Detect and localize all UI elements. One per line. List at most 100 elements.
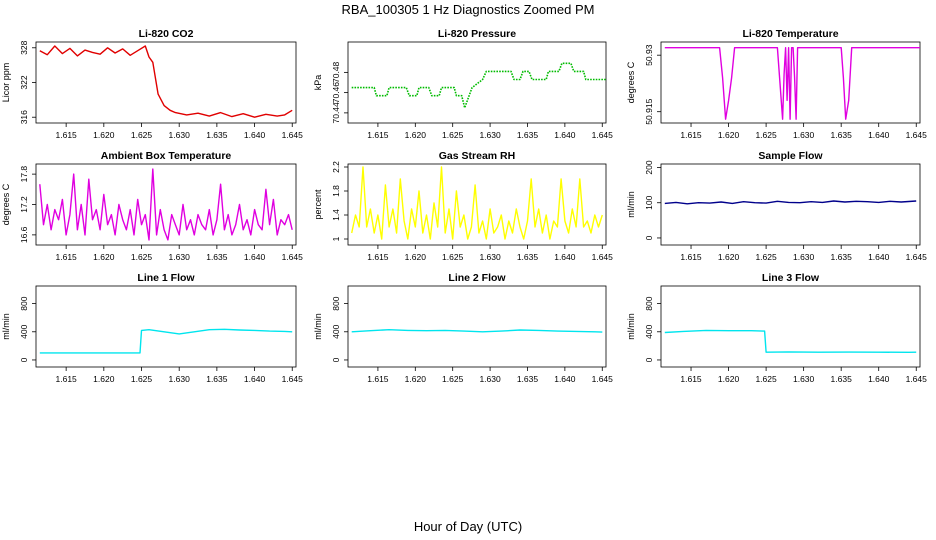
y-axis-label: kPa (313, 75, 323, 91)
x-tick-label: 1.620 (405, 374, 427, 384)
y-axis-label: degrees C (626, 61, 636, 103)
x-tick-label: 1.645 (592, 252, 614, 262)
y-tick-label: 1.8 (331, 185, 341, 197)
x-tick-label: 1.630 (793, 374, 815, 384)
y-axis-label: ml/min (1, 313, 11, 340)
x-tick-label: 1.635 (831, 252, 853, 262)
panel-title: Ambient Box Temperature (101, 150, 232, 162)
x-tick-label: 1.625 (442, 374, 464, 384)
series-line-line-3-flow (664, 329, 917, 353)
x-tick-label: 1.625 (131, 252, 153, 262)
x-tick-label: 1.645 (906, 374, 928, 384)
y-tick-label: 2.2 (331, 161, 341, 173)
y-tick-label: 70.46 (331, 82, 341, 104)
series-line-li-820-co2 (39, 45, 293, 118)
x-tick-label: 1.620 (93, 252, 115, 262)
panel-ambient-box-temperature: Ambient Box Temperature degrees C 16.6 17.2… (1, 150, 303, 262)
x-tick-label: 1.640 (554, 252, 576, 262)
x-tick-label: 1.620 (93, 130, 115, 140)
x-tick-label: 1.635 (206, 374, 228, 384)
x-tick-label: 1.635 (517, 374, 539, 384)
x-tick-label: 1.645 (906, 252, 928, 262)
y-tick-label: 1 (331, 236, 341, 241)
y-axis-label: degrees C (1, 183, 11, 225)
x-tick-label: 1.620 (718, 374, 740, 384)
y-tick-label: 50.915 (644, 98, 654, 124)
y-axis-label: percent (313, 189, 323, 220)
series-line-li-820-pressure (351, 62, 606, 109)
y-tick-label: 0 (331, 357, 341, 362)
x-tick-label: 1.625 (131, 130, 153, 140)
x-tick-label: 1.615 (680, 252, 702, 262)
series-line-sample-flow (664, 200, 917, 205)
x-tick-label: 1.645 (592, 130, 614, 140)
panel-li-820-co2: Li-820 CO2 Licor ppm 316 322 328 1.615 1.620 1.… (1, 28, 303, 140)
y-axis-label: ml/min (626, 191, 636, 218)
x-tick-label: 1.640 (868, 374, 890, 384)
x-tick-label: 1.645 (592, 374, 614, 384)
x-tick-label: 1.620 (93, 374, 115, 384)
y-tick-label: 200 (644, 160, 654, 174)
x-tick-label: 1.625 (131, 374, 153, 384)
y-tick-label: 100 (644, 195, 654, 209)
panel-title: Sample Flow (758, 150, 823, 162)
x-tick-label: 1.640 (244, 252, 266, 262)
panel-title: Li-820 Temperature (742, 28, 838, 40)
x-tick-label: 1.630 (793, 130, 815, 140)
x-tick-label: 1.645 (282, 130, 304, 140)
x-tick-label: 1.635 (206, 252, 228, 262)
plot-frame (35, 285, 297, 368)
x-tick-label: 1.615 (367, 252, 389, 262)
x-tick-label: 1.620 (718, 252, 740, 262)
y-tick-label: 316 (19, 110, 29, 124)
panel-title: Li-820 CO2 (139, 28, 194, 40)
y-tick-label: 400 (19, 324, 29, 338)
y-tick-label: 50.93 (644, 44, 654, 66)
panel-title: Gas Stream RH (439, 150, 515, 162)
x-tick-label: 1.625 (755, 252, 777, 262)
x-tick-label: 1.645 (282, 252, 304, 262)
panel-li-820-temperature: Li-820 Temperature degrees C 50.915 50.93 1.… (626, 28, 927, 140)
figure-title: RBA_100305 1 Hz Diagnostics Zoomed PM (342, 2, 595, 17)
series-line-line-2-flow (351, 329, 603, 333)
x-tick-label: 1.620 (718, 130, 740, 140)
x-tick-label: 1.630 (479, 130, 501, 140)
x-tick-label: 1.615 (367, 130, 389, 140)
series-line-ambient-box-temperature (39, 168, 293, 241)
x-tick-label: 1.635 (206, 130, 228, 140)
x-tick-label: 1.615 (56, 252, 78, 262)
plot-frame (347, 285, 607, 368)
x-tick-label: 1.630 (793, 252, 815, 262)
series-line-gas-stream-rh (351, 166, 603, 240)
y-tick-label: 800 (331, 296, 341, 310)
y-tick-label: 70.44 (331, 102, 341, 124)
x-tick-label: 1.640 (244, 374, 266, 384)
y-axis-label: Licor ppm (1, 63, 11, 103)
panel-title: Line 2 Flow (448, 272, 506, 284)
x-tick-label: 1.615 (367, 374, 389, 384)
x-tick-label: 1.635 (831, 374, 853, 384)
x-tick-label: 1.645 (282, 374, 304, 384)
panel-line-3-flow: Line 3 Flow ml/min 0 400 800 1.615 1.620 1.625 1… (626, 272, 927, 384)
panel-gas-stream-rh: Gas Stream RH percent 1 1.4 1.8 2.2 1.615 1.620… (313, 150, 613, 262)
y-tick-label: 328 (19, 40, 29, 54)
y-tick-label: 800 (19, 296, 29, 310)
plot-frame (660, 163, 921, 246)
plot-frame (660, 41, 921, 124)
x-tick-label: 1.615 (56, 374, 78, 384)
y-tick-label: 322 (19, 75, 29, 89)
panel-title: Li-820 Pressure (438, 28, 516, 40)
x-tick-label: 1.630 (479, 374, 501, 384)
x-tick-label: 1.615 (56, 130, 78, 140)
x-tick-label: 1.640 (868, 130, 890, 140)
x-tick-label: 1.625 (442, 252, 464, 262)
series-line-line-1-flow (39, 328, 293, 354)
panel-title: Line 3 Flow (762, 272, 820, 284)
x-tick-label: 1.630 (169, 252, 191, 262)
x-tick-label: 1.625 (755, 374, 777, 384)
x-tick-label: 1.640 (244, 130, 266, 140)
x-tick-label: 1.615 (680, 130, 702, 140)
x-tick-label: 1.630 (479, 252, 501, 262)
y-tick-label: 70.48 (331, 61, 341, 83)
